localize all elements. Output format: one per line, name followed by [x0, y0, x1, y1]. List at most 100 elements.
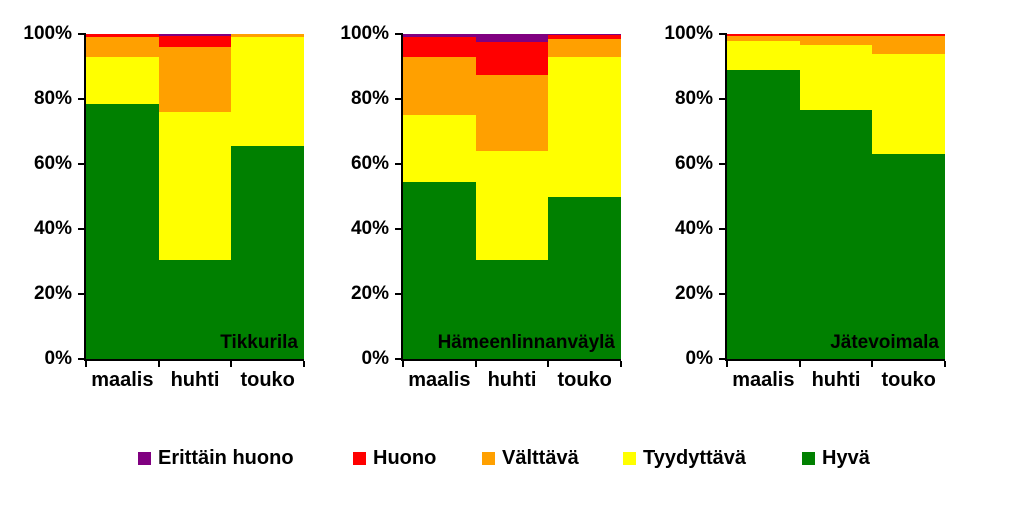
- y-axis-tick: [719, 33, 727, 35]
- y-axis-tick: [719, 293, 727, 295]
- y-axis-tick: [78, 33, 86, 35]
- y-axis-tick: [719, 163, 727, 165]
- y-axis-tick: [395, 98, 403, 100]
- bar-huhti: [158, 34, 232, 359]
- y-axis-tick: [395, 358, 403, 360]
- legend-swatch-icon: [802, 451, 815, 465]
- bar-segment-välttävä: [548, 38, 621, 57]
- bar-maalis: [727, 34, 800, 359]
- y-axis-tick: [78, 163, 86, 165]
- bar-segment-välttävä: [403, 56, 476, 116]
- bar-segment-huono: [158, 35, 232, 47]
- y-axis-tick-label: 40%: [33, 218, 72, 239]
- legend-label: Hyvä: [822, 447, 870, 469]
- legend: Erittäin huono Huono Välttävä Tyydyttävä Hyv…: [0, 446, 1013, 476]
- y-axis-tick-label: 60%: [33, 153, 72, 174]
- y-axis-tick: [78, 358, 86, 360]
- bar-segment-välttävä: [475, 74, 549, 151]
- y-axis-tick: [719, 228, 727, 230]
- chart-tikkurila: 0% 20% 40% 60% 80% 100% maalis huhti touko Tikkur…: [23, 24, 305, 390]
- bar-huhti: [475, 34, 549, 359]
- x-axis-label-touko: touko: [557, 369, 612, 391]
- x-axis-label-huhti: huhti: [170, 369, 220, 391]
- y-axis-tick-label: 60%: [674, 153, 713, 174]
- y-axis-tick-label: 0%: [361, 348, 389, 369]
- bar-maalis: [403, 34, 476, 359]
- x-axis-tick: [944, 361, 946, 367]
- y-axis-tick: [395, 33, 403, 35]
- bar-segment-tyydyttävä: [548, 56, 621, 197]
- x-axis-tick: [402, 361, 404, 367]
- y-axis-tick-label: 0%: [685, 348, 713, 369]
- y-axis-tick-label: 60%: [350, 153, 389, 174]
- legend-item-välttävä: Välttävä: [482, 446, 579, 470]
- x-axis-tick: [620, 361, 622, 367]
- y-axis-tick: [719, 358, 727, 360]
- bar-segment-tyydyttävä: [231, 37, 304, 147]
- bar-segment-tyydyttävä: [872, 53, 945, 155]
- bar-segment-välttävä: [872, 35, 945, 54]
- bar-segment-huono: [872, 34, 945, 36]
- bar-segment-tyydyttävä: [403, 115, 476, 182]
- bar-segment-hyvä: [231, 146, 304, 359]
- bar-segment-välttävä: [158, 47, 232, 112]
- bar-segment-erittäin-huono: [475, 34, 549, 43]
- y-axis-tick: [78, 293, 86, 295]
- bar-segment-tyydyttävä: [158, 112, 232, 260]
- bar-segment-huono: [403, 37, 476, 57]
- legend-swatch-icon: [353, 451, 366, 465]
- y-axis-tick-label: 100%: [664, 23, 713, 44]
- bar-segment-huono: [727, 34, 800, 36]
- legend-label: Erittäin huono: [158, 447, 294, 469]
- legend-item-hyvä: Hyvä: [802, 446, 870, 470]
- x-axis-label-maalis: maalis: [408, 369, 471, 391]
- bar-segment-tyydyttävä: [799, 45, 873, 111]
- y-axis-tick: [395, 293, 403, 295]
- y-axis-tick-label: 80%: [674, 88, 713, 109]
- legend-label: Tyydyttävä: [643, 447, 747, 469]
- y-axis-tick-label: 0%: [44, 348, 72, 369]
- x-axis-tick: [798, 361, 801, 367]
- y-axis-tick: [78, 228, 86, 230]
- bar-segment-tyydyttävä: [475, 151, 549, 260]
- x-axis-tick: [547, 361, 550, 367]
- x-axis-tick: [726, 361, 728, 367]
- legend-item-huono: Huono: [353, 446, 436, 470]
- legend-label: Välttävä: [502, 447, 579, 469]
- y-axis-tick-label: 80%: [33, 88, 72, 109]
- bar-segment-tyydyttävä: [727, 40, 800, 70]
- x-axis-label-huhti: huhti: [811, 369, 861, 391]
- y-axis-tick-label: 40%: [350, 218, 389, 239]
- bar-segment-hyvä: [872, 154, 945, 359]
- x-axis-label-huhti: huhti: [487, 369, 537, 391]
- chart-hameenlinnanvayla: 0% 20% 40% 60% 80% 100% maalis huhti touko Hämeen…: [340, 24, 622, 390]
- bar-segment-hyvä: [158, 259, 232, 359]
- bar-segment-huono: [548, 34, 621, 39]
- y-axis-tick-label: 80%: [350, 88, 389, 109]
- y-axis-tick-label: 20%: [674, 283, 713, 304]
- legend-swatch-icon: [623, 451, 636, 465]
- bar-segment-huono: [86, 34, 159, 38]
- x-axis-label-maalis: maalis: [91, 369, 154, 391]
- y-axis-tick-label: 100%: [23, 23, 72, 44]
- y-axis-tick-label: 100%: [340, 23, 389, 44]
- bar-segment-huono: [799, 34, 873, 36]
- chart-jatevoimala: 0% 20% 40% 60% 80% 100% maalis huhti touko Jätevo…: [664, 24, 946, 390]
- legend-swatch-icon: [482, 451, 495, 465]
- legend-label: Huono: [373, 447, 437, 469]
- bar-huhti: [799, 34, 873, 359]
- bar-touko: [231, 34, 304, 359]
- bar-segment-hyvä: [86, 103, 159, 359]
- bar-touko: [872, 34, 945, 359]
- bar-touko: [548, 34, 621, 359]
- y-axis-tick-label: 20%: [350, 283, 389, 304]
- bar-segment-hyvä: [799, 110, 873, 359]
- x-axis-label-touko: touko: [240, 369, 295, 391]
- bar-segment-erittäin-huono: [158, 34, 232, 36]
- bar-segment-hyvä: [727, 69, 800, 359]
- y-axis-tick: [395, 228, 403, 230]
- y-axis-tick: [78, 98, 86, 100]
- bar-segment-välttävä: [727, 35, 800, 41]
- bar-maalis: [86, 34, 159, 359]
